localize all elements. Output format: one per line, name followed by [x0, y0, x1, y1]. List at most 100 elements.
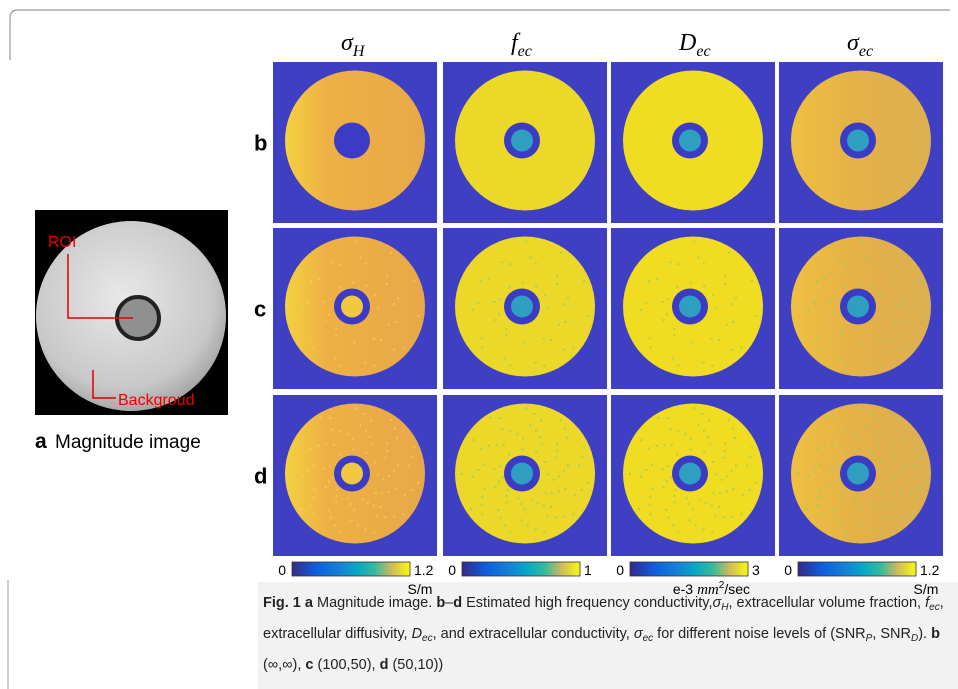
header-subscript: ec: [518, 43, 532, 60]
noise: [501, 428, 503, 430]
noise: [816, 280, 818, 282]
roi-core: [341, 130, 363, 152]
noise: [352, 449, 354, 451]
caption-text: D: [412, 626, 422, 642]
noise: [373, 505, 375, 507]
noise: [461, 473, 463, 475]
noise: [365, 263, 367, 265]
noise: [879, 365, 881, 367]
noise: [673, 334, 675, 336]
noise: [335, 501, 337, 503]
colorbar-min: 0: [448, 562, 456, 578]
noise: [507, 489, 509, 491]
header-subscript: ec: [859, 43, 873, 60]
roi-core: [511, 463, 533, 485]
noise: [887, 492, 889, 494]
noise: [731, 303, 733, 305]
noise: [556, 283, 558, 285]
header-subscript: ec: [696, 43, 710, 60]
noise: [833, 509, 835, 511]
caption-text: (100,50),: [314, 657, 380, 673]
noise: [472, 309, 474, 311]
caption-label: Fig. 1: [263, 595, 301, 611]
noise: [734, 437, 736, 439]
noise: [353, 508, 355, 510]
noise: [554, 516, 556, 518]
noise: [335, 334, 337, 336]
noise: [334, 524, 336, 526]
noise: [726, 475, 728, 477]
noise: [899, 349, 901, 351]
noise: [806, 508, 808, 510]
noise: [645, 469, 647, 471]
noise: [712, 461, 714, 463]
row-label: c: [254, 297, 266, 322]
noise: [386, 450, 388, 452]
noise: [841, 501, 843, 503]
noise: [397, 297, 399, 299]
noise: [690, 449, 692, 451]
noise: [302, 439, 304, 441]
noise: [724, 442, 726, 444]
caption-text: ec: [929, 602, 940, 613]
noise: [509, 531, 511, 533]
noise: [338, 287, 340, 289]
noise: [690, 282, 692, 284]
noise: [666, 481, 668, 483]
noise: [672, 357, 674, 359]
noise: [703, 285, 705, 287]
noise: [551, 492, 553, 494]
noise: [740, 513, 742, 515]
noise: [388, 475, 390, 477]
noise: [914, 465, 916, 467]
noise: [535, 430, 537, 432]
noise: [396, 437, 398, 439]
noise: [820, 488, 822, 490]
noise: [899, 470, 901, 472]
noise: [481, 504, 483, 506]
noise: [667, 417, 669, 419]
roi-core: [679, 296, 701, 318]
noise: [835, 465, 837, 467]
noise: [484, 488, 486, 490]
noise: [879, 532, 881, 534]
noise: [649, 504, 651, 506]
noise: [362, 499, 364, 501]
noise: [393, 349, 395, 351]
noise: [311, 346, 313, 348]
figure: ROI Backgroud a Magnitude image σHfecDec…: [0, 0, 958, 689]
colorbar: [462, 562, 580, 576]
noise: [504, 357, 506, 359]
noise: [364, 529, 366, 531]
noise: [890, 516, 892, 518]
noise: [572, 346, 574, 348]
noise: [645, 302, 647, 304]
noise: [840, 357, 842, 359]
noise: [394, 488, 396, 490]
noise: [564, 488, 566, 490]
roi-label: ROI: [48, 234, 76, 251]
noise: [534, 362, 536, 364]
noise: [648, 280, 650, 282]
caption-text: , and extracellular conductivity,: [433, 626, 634, 642]
noise: [493, 301, 495, 303]
noise: [323, 301, 325, 303]
colorbar-max: 1: [584, 562, 592, 578]
noise: [871, 263, 873, 265]
noise: [700, 499, 702, 501]
caption: Fig. 1 a Magnitude image. b–d Estimated …: [263, 590, 953, 678]
colorbar: [630, 562, 748, 576]
noise: [841, 495, 843, 497]
noise: [329, 465, 331, 467]
noise: [728, 419, 730, 421]
noise: [318, 445, 320, 447]
noise: [894, 324, 896, 326]
noise: [544, 461, 546, 463]
noise: [917, 456, 919, 458]
noise: [543, 338, 545, 340]
noise: [535, 285, 537, 287]
noise: [719, 492, 721, 494]
noise: [661, 301, 663, 303]
noise: [377, 307, 379, 309]
noise: [385, 457, 387, 459]
